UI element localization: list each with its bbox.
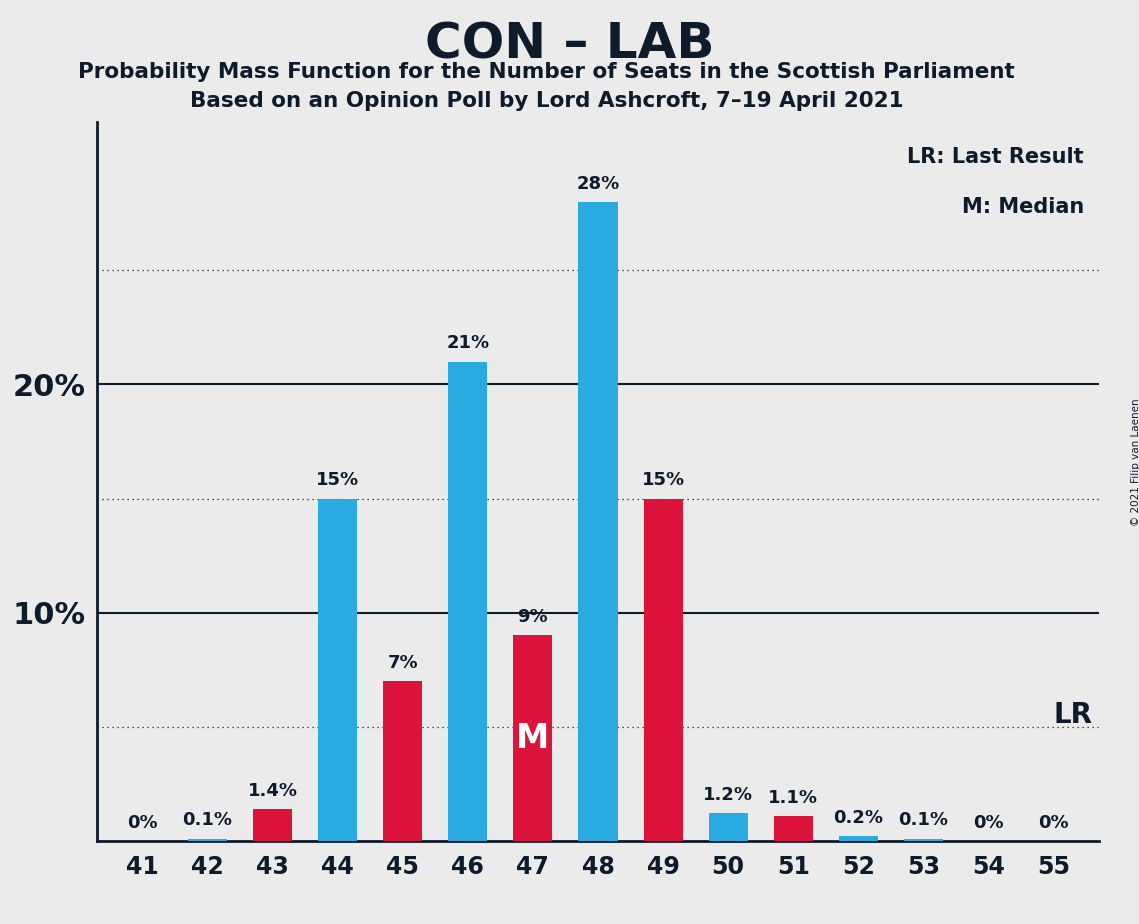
Text: 0%: 0% xyxy=(1039,814,1068,832)
Bar xyxy=(708,813,747,841)
Bar xyxy=(773,816,813,841)
Text: 9%: 9% xyxy=(517,608,548,626)
Bar xyxy=(514,636,552,841)
Text: Based on an Opinion Poll by Lord Ashcroft, 7–19 April 2021: Based on an Opinion Poll by Lord Ashcrof… xyxy=(190,91,903,111)
Text: © 2021 Filip van Laenen: © 2021 Filip van Laenen xyxy=(1131,398,1139,526)
Text: 28%: 28% xyxy=(576,175,620,193)
Bar xyxy=(449,361,487,841)
Bar xyxy=(253,808,292,841)
Text: 15%: 15% xyxy=(316,471,359,490)
Text: 0.2%: 0.2% xyxy=(834,809,884,827)
Bar xyxy=(579,201,617,841)
Bar xyxy=(188,839,227,841)
Text: Probability Mass Function for the Number of Seats in the Scottish Parliament: Probability Mass Function for the Number… xyxy=(79,62,1015,82)
Bar xyxy=(318,499,358,841)
Text: 15%: 15% xyxy=(641,471,685,490)
Text: 21%: 21% xyxy=(446,334,490,352)
Text: 0%: 0% xyxy=(128,814,157,832)
Text: 7%: 7% xyxy=(387,654,418,672)
Text: CON – LAB: CON – LAB xyxy=(425,20,714,68)
Text: 0%: 0% xyxy=(973,814,1003,832)
Bar xyxy=(904,839,943,841)
Text: M: M xyxy=(516,722,549,755)
Bar xyxy=(838,836,878,841)
Text: 1.4%: 1.4% xyxy=(247,782,297,800)
Text: 0.1%: 0.1% xyxy=(182,811,232,830)
Bar xyxy=(644,499,682,841)
Text: 1.1%: 1.1% xyxy=(768,788,818,807)
Text: LR: Last Result: LR: Last Result xyxy=(908,147,1084,167)
Bar xyxy=(383,681,423,841)
Text: 0.1%: 0.1% xyxy=(899,811,949,830)
Text: LR: LR xyxy=(1054,701,1092,729)
Text: M: Median: M: Median xyxy=(961,198,1084,217)
Text: 1.2%: 1.2% xyxy=(703,786,753,804)
